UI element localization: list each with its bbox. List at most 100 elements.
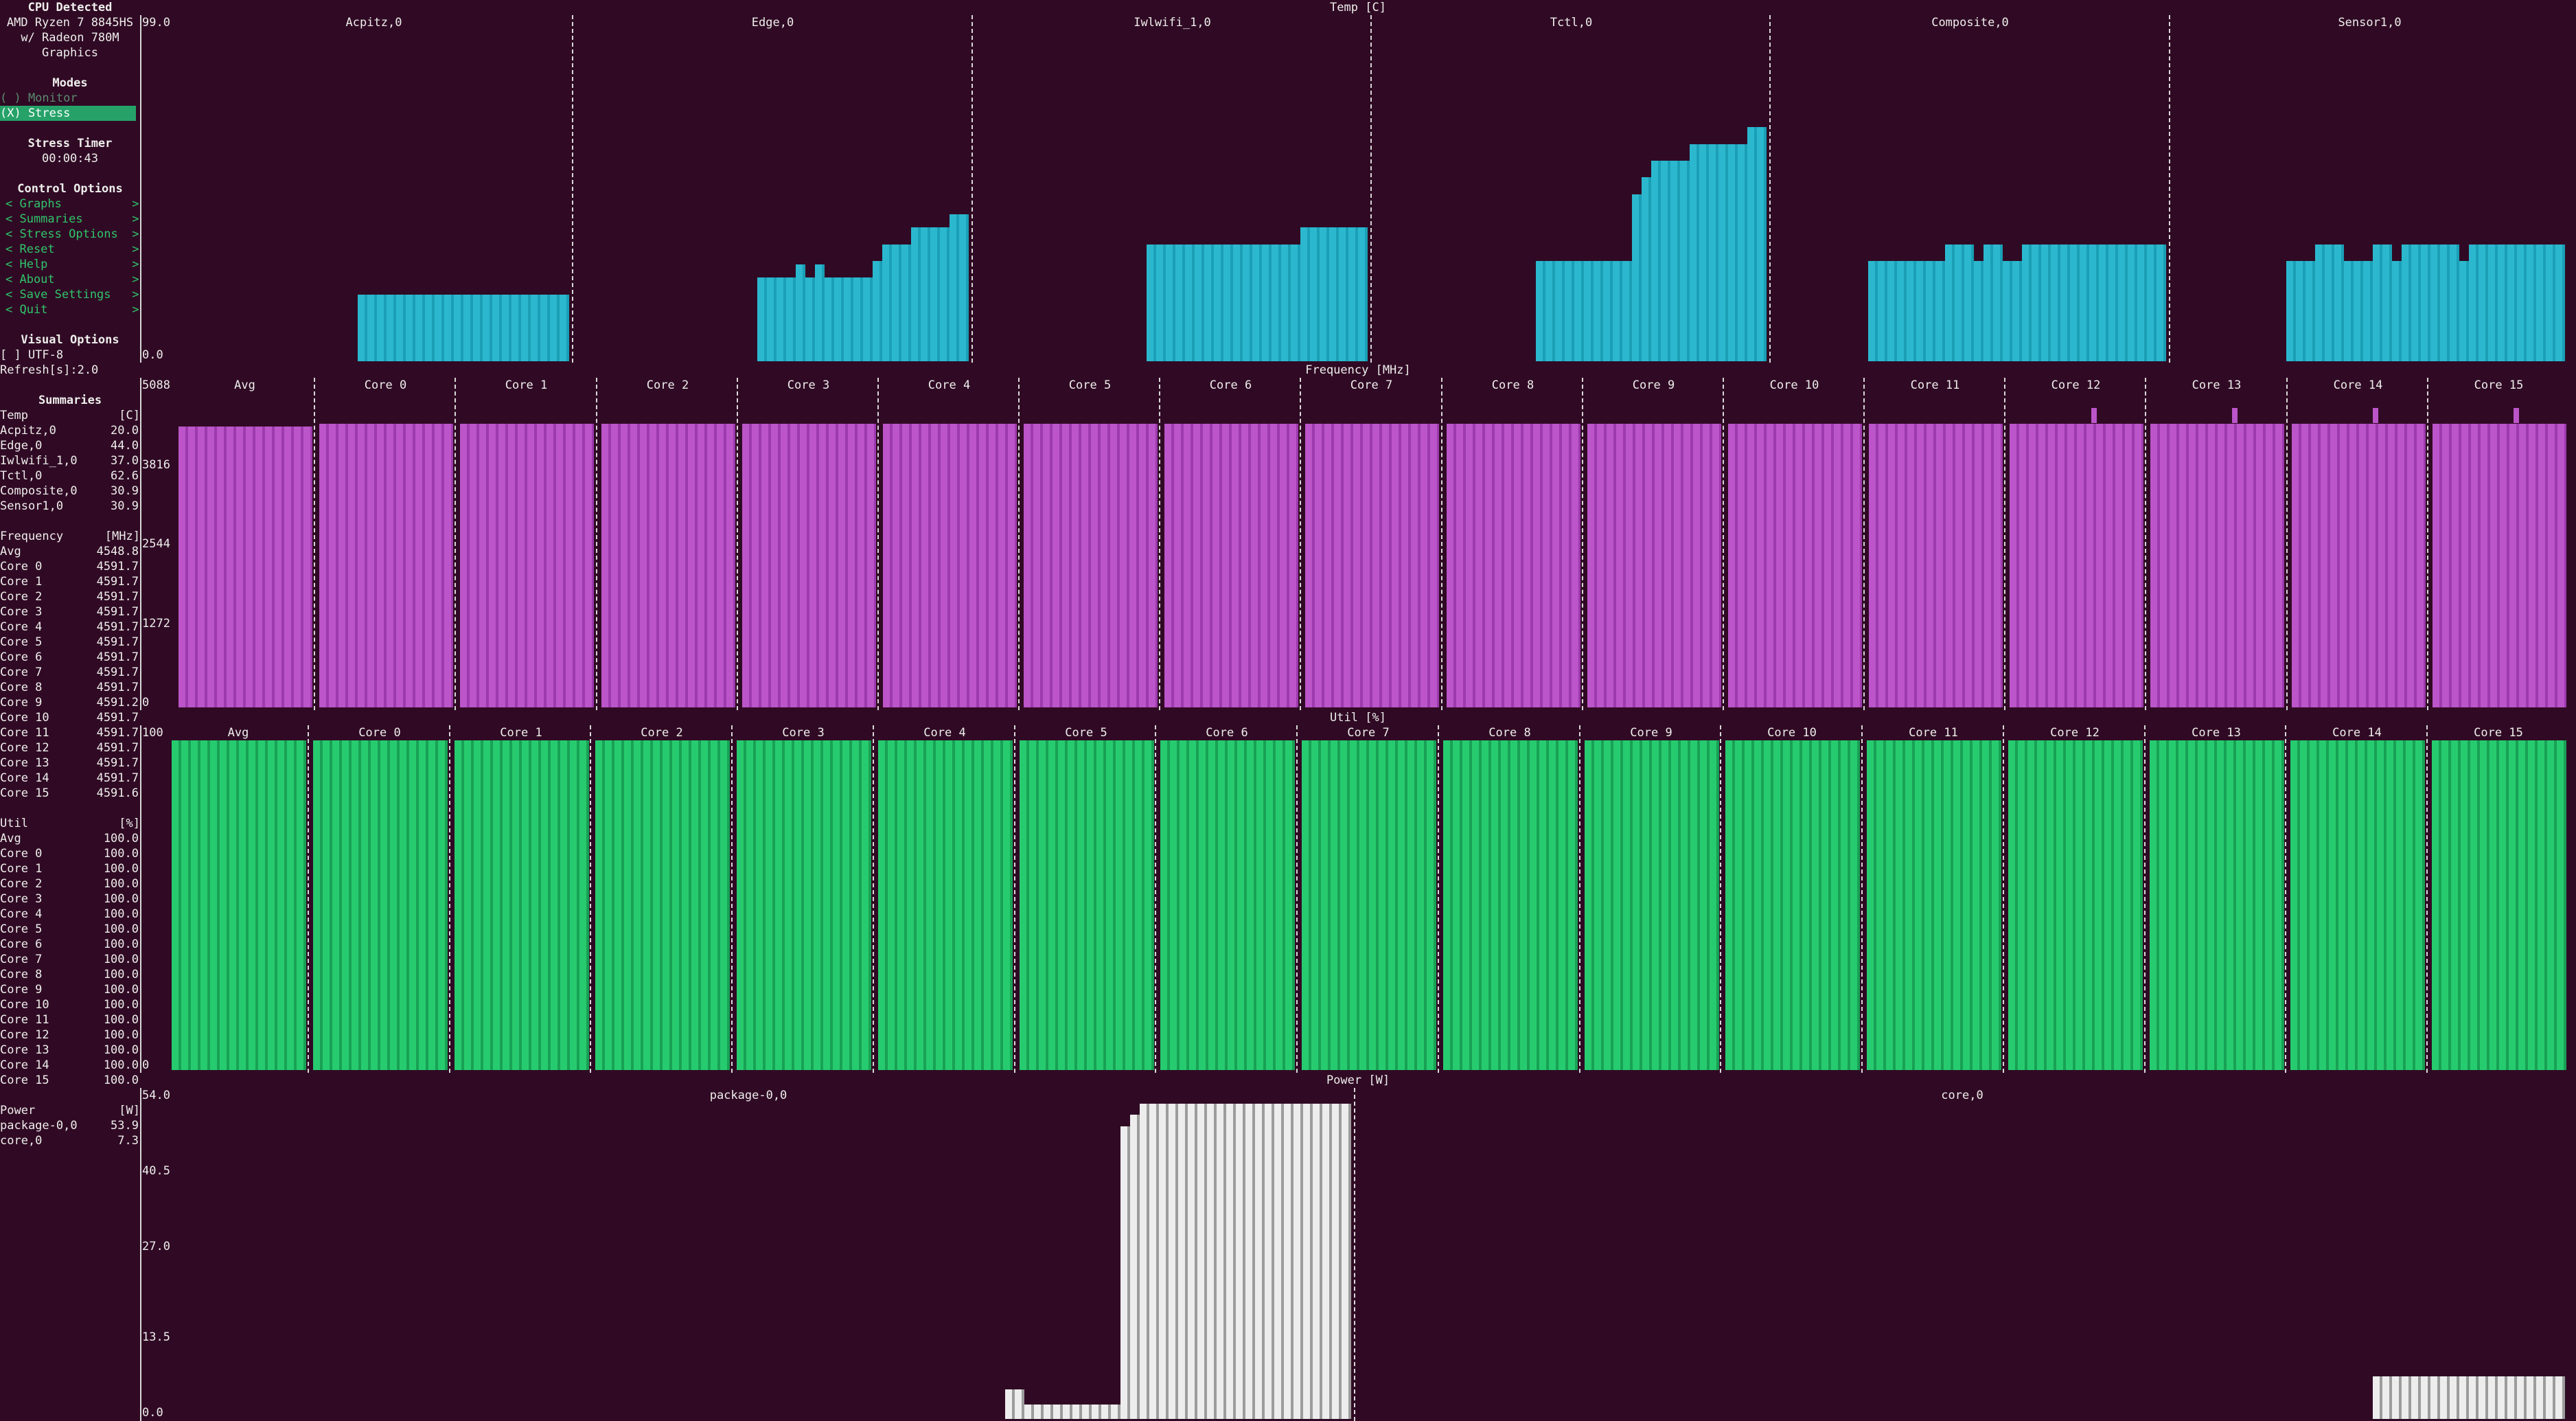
freq-summary-name: Core 12 <box>0 741 49 755</box>
power-bar <box>2440 1376 2450 1419</box>
control-option-quit[interactable]: < Quit > <box>5 303 139 317</box>
temp-bar <box>959 214 969 361</box>
util-graph-y-label: 100 <box>142 726 163 740</box>
temp-bar <box>892 245 901 361</box>
temp-bar <box>425 295 435 361</box>
power-graph-y-label: 40.5 <box>142 1164 170 1178</box>
temp-bar <box>1747 127 1757 361</box>
power-graph-series-label: package-0,0 <box>709 1089 787 1102</box>
frequency-bar <box>179 427 312 707</box>
util-graph-divider <box>1155 725 1156 1073</box>
util-summary-value: 100.0 <box>103 983 139 997</box>
frequency-bar <box>1164 424 1298 707</box>
temp-bar <box>757 277 767 361</box>
frequency-graph-core-label: Core 9 <box>1632 378 1675 392</box>
mode-monitor-radio[interactable]: ( ) Monitor <box>0 91 78 105</box>
power-bar <box>1130 1115 1140 1419</box>
util-graph-divider <box>1579 725 1580 1073</box>
control-option-reset[interactable]: < Reset > <box>5 242 139 256</box>
temp-summary-value: 44.0 <box>111 439 139 453</box>
util-graph-divider <box>1014 725 1015 1073</box>
temp-bar <box>1955 245 1964 361</box>
frequency-graph-divider <box>2286 378 2288 710</box>
util-summary-value: 100.0 <box>103 892 139 906</box>
power-bar <box>2373 1376 2382 1419</box>
power-summary-value: 7.3 <box>117 1134 139 1148</box>
power-bar <box>2517 1376 2527 1419</box>
power-graph-divider <box>1354 1088 1355 1421</box>
power-bar <box>1284 1104 1293 1419</box>
power-bar <box>2411 1376 2421 1419</box>
util-bar <box>172 740 306 1070</box>
temp-bar <box>777 277 786 361</box>
temp-bar <box>2080 245 2089 361</box>
power-summary-header-name: Power <box>0 1104 36 1117</box>
control-option-summaries[interactable]: < Summaries > <box>5 212 139 226</box>
temp-bar <box>2305 261 2315 361</box>
utf8-checkbox[interactable]: [ ] UTF-8 <box>0 348 64 362</box>
control-option-graphs[interactable]: < Graphs > <box>5 197 139 211</box>
util-graph-divider <box>2144 725 2146 1073</box>
temp-bar <box>805 277 815 361</box>
temp-bar <box>1545 261 1555 361</box>
temp-graph-sensor-label: Composite,0 <box>1931 16 2009 30</box>
temp-bar <box>1214 245 1223 361</box>
freq-summary-value: 4591.7 <box>96 711 139 725</box>
util-bar <box>2290 740 2425 1070</box>
temp-bar <box>2128 245 2137 361</box>
temp-bar <box>1262 245 1272 361</box>
power-bar <box>2527 1376 2536 1419</box>
temp-graph-sensor-label: Sensor1,0 <box>2338 16 2402 30</box>
temp-bar <box>358 295 367 361</box>
util-graph-divider <box>2426 725 2428 1073</box>
temp-bar <box>2373 245 2382 361</box>
temp-bar <box>1233 245 1243 361</box>
mode-stress-radio[interactable]: (X) Stress <box>0 106 136 121</box>
temp-bar <box>1945 245 1955 361</box>
temp-bar <box>2411 245 2421 361</box>
util-bar <box>1725 740 1860 1070</box>
temp-bar <box>1642 177 1651 361</box>
temp-bar <box>560 295 569 361</box>
refresh-rate-field[interactable]: Refresh[s]:2.0 <box>0 363 99 377</box>
temp-bar <box>1584 261 1594 361</box>
frequency-graph-core-label: Avg <box>234 378 255 392</box>
util-graph-core-label: Core 14 <box>2332 726 2382 740</box>
frequency-bar <box>601 424 735 707</box>
power-bar <box>1063 1405 1072 1419</box>
cpu-name-line-2: w/ Radeon 780M <box>21 31 119 45</box>
temp-bar <box>2003 261 2012 361</box>
temp-bar <box>2421 245 2430 361</box>
util-summary-name: Core 13 <box>0 1043 49 1057</box>
temp-bar <box>2089 245 2099 361</box>
control-option-help[interactable]: < Help > <box>5 258 139 271</box>
power-bar <box>1024 1405 1034 1419</box>
temp-bar <box>2450 245 2459 361</box>
temp-bar <box>1204 245 1214 361</box>
power-bar <box>1265 1104 1274 1419</box>
temp-summary-value: 62.6 <box>111 469 139 483</box>
temp-bar <box>873 261 882 361</box>
power-bar <box>2479 1376 2488 1419</box>
temp-summary-name: Acpitz,0 <box>0 424 56 437</box>
util-summary-header-name: Util <box>0 817 28 830</box>
control-option-about[interactable]: < About > <box>5 273 139 286</box>
power-bar <box>1159 1104 1169 1419</box>
util-bar <box>1302 740 1436 1070</box>
control-option-stress-options[interactable]: < Stress Options > <box>5 227 139 241</box>
frequency-graph-divider <box>1582 378 1583 710</box>
temp-bar <box>377 295 387 361</box>
temp-bar <box>2118 245 2128 361</box>
frequency-graph-divider <box>596 378 597 710</box>
power-bar <box>1217 1104 1226 1419</box>
temp-graph-divider <box>1769 15 1771 363</box>
temp-bar <box>2498 245 2507 361</box>
freq-summary-value: 4591.7 <box>96 635 139 649</box>
control-option-save-settings[interactable]: < Save Settings > <box>5 288 139 302</box>
util-bar <box>878 740 1013 1070</box>
power-graph-title: Power [W] <box>1326 1073 1390 1087</box>
frequency-graph-divider <box>737 378 738 710</box>
power-bar <box>2402 1376 2411 1419</box>
temp-bar <box>1878 261 1887 361</box>
freq-summary-name: Core 15 <box>0 786 49 800</box>
